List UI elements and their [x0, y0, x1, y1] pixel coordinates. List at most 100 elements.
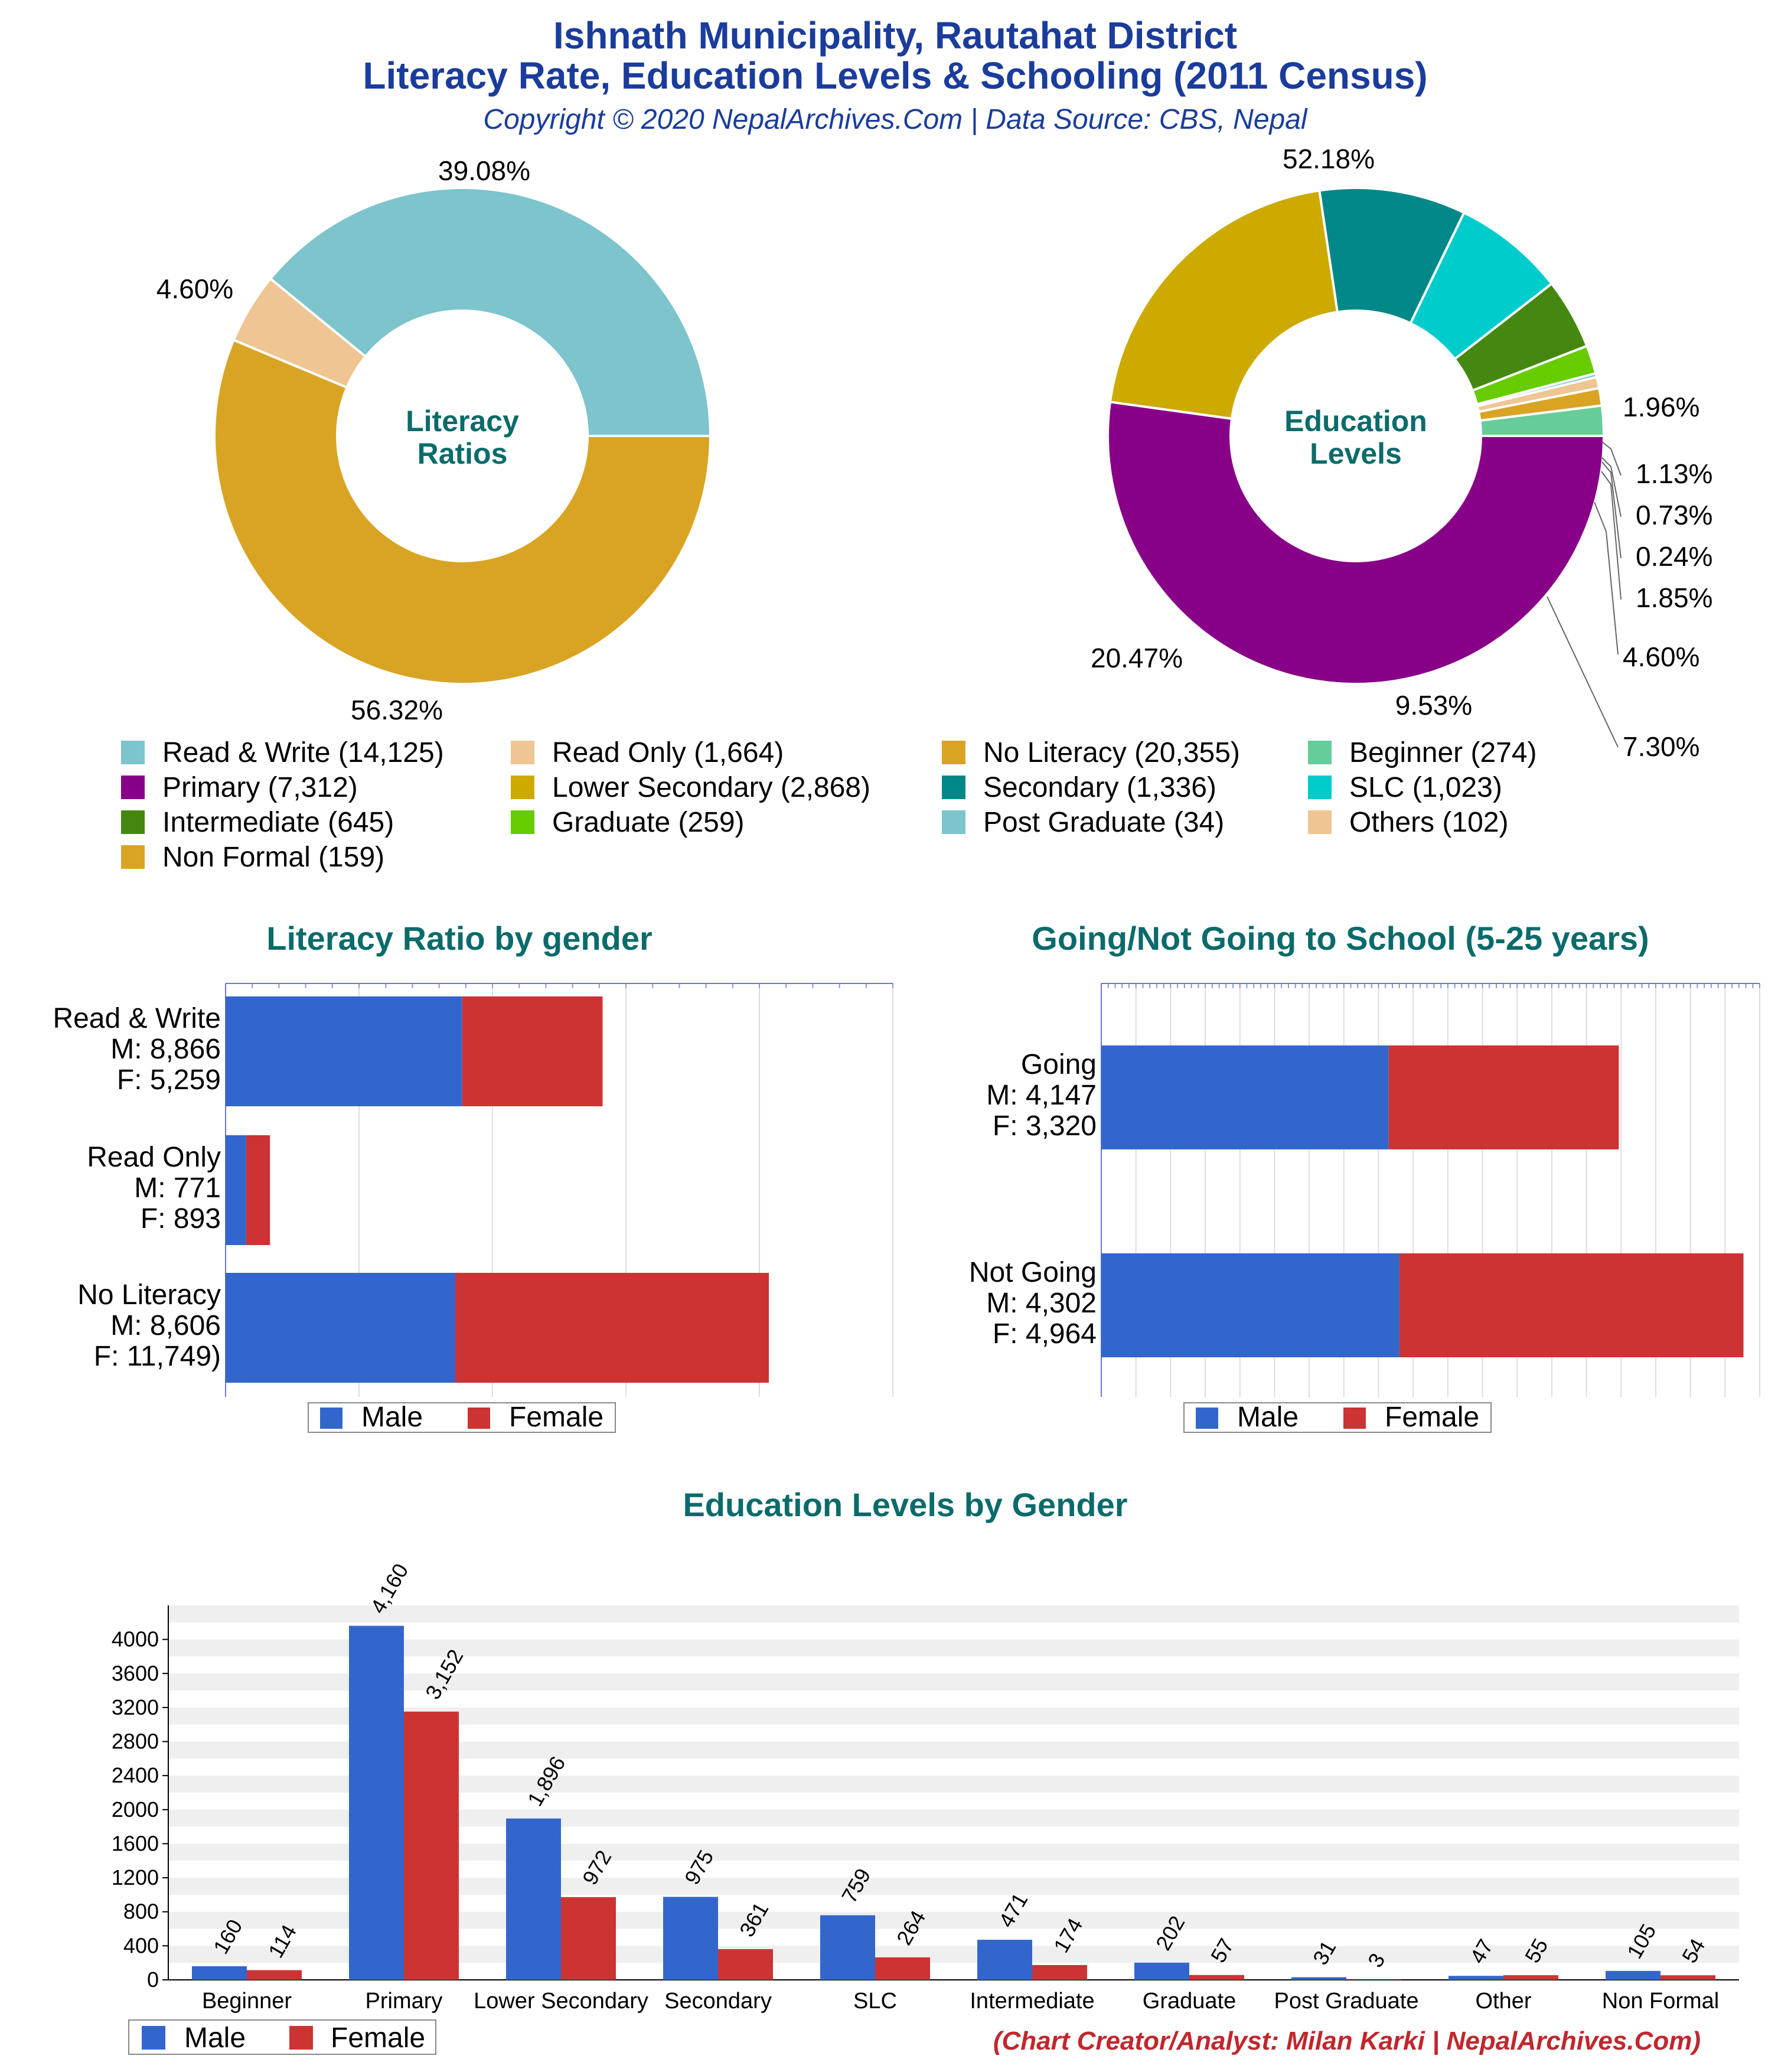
- bar-female-slc: [875, 1957, 930, 1980]
- legend-item-graduate: Graduate (259): [511, 807, 745, 838]
- bar-female-primary: [404, 1711, 459, 1980]
- page-title-line2: Literacy Rate, Education Levels & School…: [363, 54, 1427, 97]
- bar-female-graduate: [1189, 1975, 1244, 1980]
- chart-legend: Male Female: [308, 1402, 616, 1433]
- legend-label: Post Graduate (34): [983, 807, 1224, 838]
- category-label: F: 5,259: [117, 1064, 221, 1096]
- grid-band: [168, 1622, 1739, 1640]
- y-tick-label: 2800: [112, 1729, 159, 1754]
- legend-swatch: [1308, 810, 1332, 834]
- legend-label: SLC (1,023): [1349, 772, 1502, 803]
- page-subtitle: Copyright © 2020 NepalArchives.Com | Dat…: [483, 104, 1307, 135]
- legend-label: Secondary (1,336): [983, 772, 1216, 803]
- x-category-label: Primary: [366, 1989, 443, 2014]
- legend-label-female: Female: [1385, 1402, 1479, 1433]
- category-label: Going: [1021, 1049, 1097, 1080]
- y-tick-label: 4000: [112, 1627, 159, 1651]
- grid-band: [168, 1605, 1739, 1623]
- x-category-label: SLC: [853, 1989, 897, 2014]
- bar-female-non-formal: [1660, 1975, 1715, 1980]
- category-label: M: 771: [134, 1172, 221, 1204]
- donut-hole: [1231, 311, 1481, 561]
- bar-male-read-only: [226, 1135, 246, 1245]
- bar-male-graduate: [1134, 1962, 1189, 1980]
- bar-female-other: [1503, 1975, 1558, 1980]
- leader-line: [1594, 501, 1619, 655]
- legend-label: Lower Secondary (2,868): [552, 772, 870, 803]
- legend-label: Graduate (259): [552, 807, 745, 838]
- category-label: Read & Write: [53, 1003, 221, 1034]
- y-tick-label: 0: [147, 1967, 159, 1992]
- bar-male-not-going: [1101, 1253, 1399, 1357]
- y-tick-label: 400: [123, 1933, 159, 1957]
- chart-legend: Male Female: [1183, 1402, 1492, 1433]
- legend-item-secondary: Secondary (1,336): [942, 772, 1216, 803]
- legend-item-read-only: Read Only (1,664): [511, 737, 784, 768]
- y-tick-label: 800: [123, 1900, 159, 1924]
- leader-line: [1601, 441, 1622, 476]
- legend-swatch-male: [1196, 1408, 1218, 1429]
- legend-swatch: [121, 810, 145, 834]
- leader-line: [1601, 471, 1622, 600]
- legend-label: Read & Write (14,125): [162, 737, 444, 768]
- legend-swatch: [942, 741, 965, 764]
- category-label: M: 4,302: [986, 1288, 1097, 1319]
- category-label: F: 3,320: [993, 1110, 1097, 1142]
- legend-item-slc: SLC (1,023): [1308, 772, 1502, 803]
- legend-item-read-write: Read & Write (14,125): [121, 737, 444, 768]
- legend-label: Beginner (274): [1349, 737, 1537, 768]
- x-category-label: Non Formal: [1602, 1989, 1720, 2014]
- legend-item-primary: Primary (7,312): [121, 772, 358, 803]
- legend-label: No Literacy (20,355): [983, 737, 1240, 768]
- bar-male-secondary: [663, 1897, 718, 1980]
- legend-item-intermediate: Intermediate (645): [121, 807, 394, 838]
- bar-male-beginner: [192, 1966, 247, 1980]
- legend-swatch: [121, 741, 145, 764]
- bar-male-intermediate: [977, 1940, 1032, 1980]
- literacy-ratio-chart-title: Literacy Ratio by gender: [266, 920, 653, 957]
- legend-label-female: Female: [509, 1402, 603, 1433]
- grid-band: [168, 1639, 1739, 1657]
- slice-percent-label: 56.32%: [351, 695, 443, 725]
- bar-female-intermediate: [1032, 1965, 1087, 1980]
- bar-female-no-literacy: [455, 1273, 769, 1383]
- bar-male-non-formal: [1606, 1970, 1660, 1980]
- slice-percent-label: 1.96%: [1623, 392, 1699, 422]
- legend-label: Intermediate (645): [162, 807, 394, 838]
- x-category-label: Graduate: [1143, 1989, 1236, 2014]
- education-by-gender-chart-title: Education Levels by Gender: [683, 1486, 1127, 1523]
- page-title-line1: Ishnath Municipality, Rautahat District: [553, 14, 1237, 57]
- bar-male-going: [1101, 1045, 1389, 1149]
- legend-item-no-literacy: No Literacy (20,355): [942, 737, 1240, 768]
- x-category-label: Secondary: [664, 1989, 772, 2014]
- legend-item-beginner: Beginner (274): [1308, 737, 1537, 768]
- bar-female-beginner: [247, 1970, 302, 1980]
- y-tick-label: 3600: [112, 1661, 159, 1685]
- slice-percent-label: 7.30%: [1623, 731, 1699, 762]
- legend-label-female: Female: [331, 2022, 425, 2054]
- legend-item-non-formal: Non Formal (159): [121, 842, 384, 873]
- bar-male-other: [1449, 1976, 1503, 1980]
- legend-swatch: [1308, 741, 1332, 764]
- donut-hole: [337, 311, 588, 561]
- schooling-chart-title: Going/Not Going to School (5-25 years): [1032, 920, 1649, 957]
- x-category-label: Lower Secondary: [474, 1989, 648, 2014]
- slice-percent-label: 39.08%: [438, 155, 530, 186]
- bar-female-secondary: [718, 1949, 773, 1980]
- legend-swatch: [511, 741, 534, 764]
- legend-label-male: Male: [1237, 1402, 1299, 1433]
- credit-text: (Chart Creator/Analyst: Milan Karki | Ne…: [993, 2027, 1701, 2055]
- category-label: M: 4,147: [986, 1080, 1097, 1111]
- legend-item-others: Others (102): [1308, 807, 1508, 838]
- legend-swatch: [121, 776, 145, 799]
- bar-female-read-only: [246, 1135, 270, 1245]
- x-category-label: Beginner: [202, 1989, 292, 2014]
- category-label: F: 893: [141, 1203, 221, 1234]
- y-tick-label: 3200: [112, 1695, 159, 1719]
- category-label: M: 8,866: [110, 1034, 221, 1065]
- legend-swatch: [121, 845, 145, 869]
